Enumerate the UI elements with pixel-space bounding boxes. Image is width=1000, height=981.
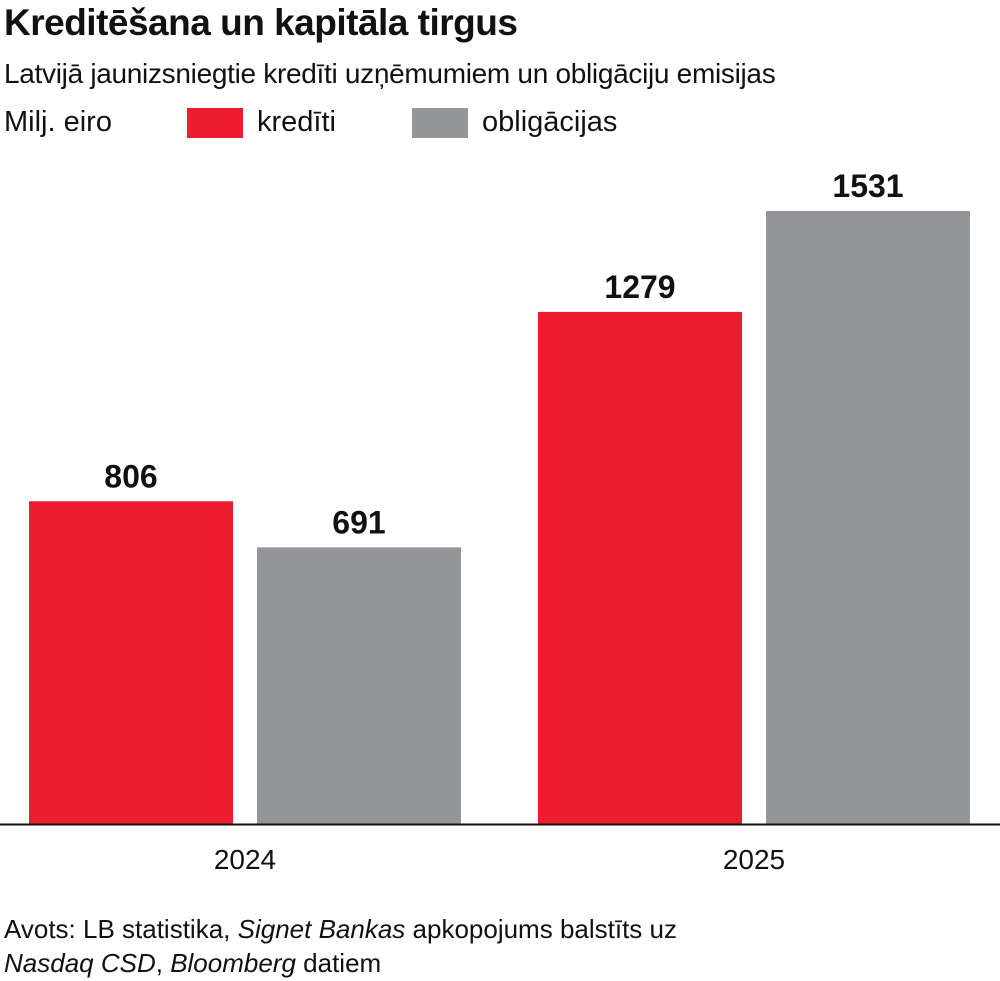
x-tick-label-2025: 2025 [723, 844, 785, 875]
legend-swatch-kredīti [187, 108, 243, 138]
legend-label-kredīti: kredīti [257, 106, 336, 138]
source-text: Avots: LB statistika, [4, 914, 238, 944]
bar-obligācijas-2024 [257, 547, 461, 824]
source-line-2: Nasdaq CSD, Bloomberg datiem [4, 946, 677, 980]
chart-title: Kreditēšana un kapitāla tirgus [4, 2, 518, 43]
bar-chart: 806 691 2024 1279 1531 2025 [0, 168, 1000, 875]
bar-kredīti-2025 [538, 311, 742, 824]
legend-swatch-obligācijas [412, 108, 468, 138]
chart-subtitle: Latvijā jaunizsniegtie kredīti uzņēmumie… [4, 58, 776, 89]
source-text: , [155, 948, 171, 978]
source-text: apkopojums balstīts uz [405, 914, 677, 944]
data-label-kredīti-2024: 806 [104, 458, 157, 494]
legend-label-obligācijas: obligācijas [482, 106, 618, 138]
bar-kredīti-2024 [29, 501, 233, 824]
data-label-obligācijas-2025: 1531 [832, 168, 903, 204]
data-label-kredīti-2025: 1279 [604, 269, 675, 305]
x-tick-label-2024: 2024 [214, 844, 276, 875]
source-line-1: Avots: LB statistika, Signet Bankas apko… [4, 912, 677, 946]
source-italic-signet: Signet Bankas [237, 914, 406, 944]
source-text: datiem [295, 948, 382, 978]
source-italic-bloomberg: Bloomberg [170, 948, 296, 978]
source-italic-nasdaq: Nasdaq CSD [4, 948, 156, 978]
source-note: Avots: LB statistika, Signet Bankas apko… [4, 912, 677, 980]
bar-obligācijas-2025 [766, 211, 970, 824]
legend: Milj. eiro kredīti obligācijas [4, 104, 994, 144]
unit-label: Milj. eiro [4, 106, 112, 138]
data-label-obligācijas-2024: 691 [332, 504, 385, 540]
